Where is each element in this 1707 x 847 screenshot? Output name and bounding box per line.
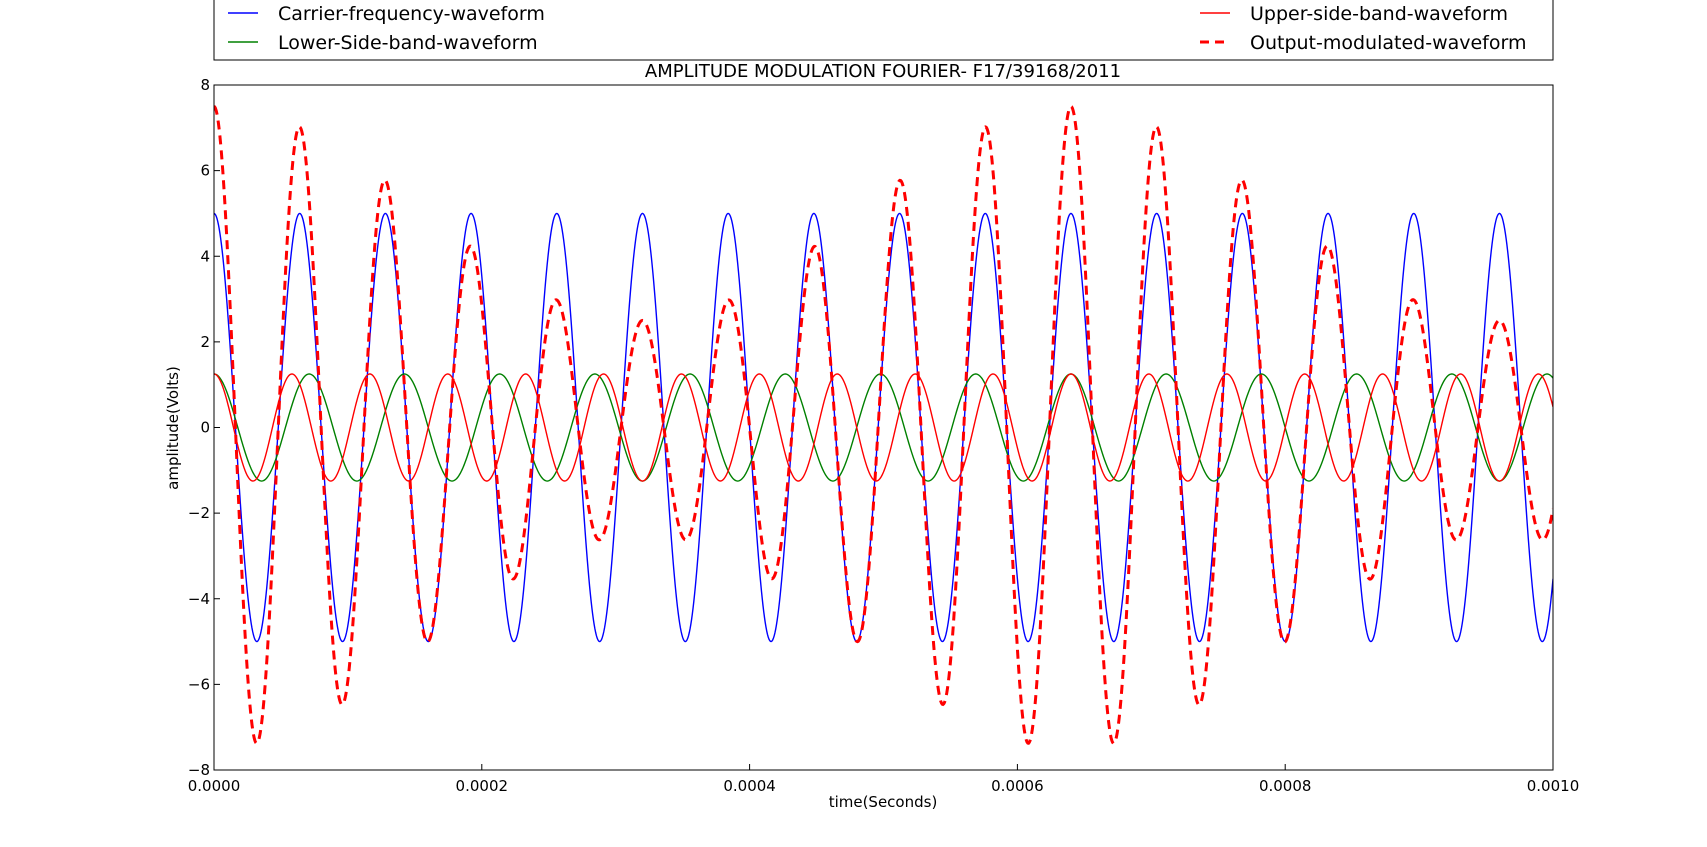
x-tick-label: 0.0010 — [1527, 777, 1580, 795]
x-tick-label: 0.0002 — [456, 777, 509, 795]
y-tick-label: 4 — [200, 247, 210, 265]
y-tick-label: 0 — [200, 419, 210, 437]
legend-frame — [213, 0, 1554, 61]
legend: Carrier-frequency-waveform Lower-Side-ba… — [213, 0, 1554, 61]
plot-frame — [213, 84, 1554, 771]
legend-label-usb: Upper-side-band-waveform — [1250, 3, 1508, 25]
legend-label-output: Output-modulated-waveform — [1250, 32, 1526, 54]
y-tick-label: −4 — [188, 590, 210, 608]
x-tick-label: 0.0004 — [723, 777, 776, 795]
series-layer — [214, 104, 1553, 745]
x-tick-label: 0.0006 — [991, 777, 1044, 795]
series-line-lsb — [214, 373, 1553, 482]
legend-label-lsb: Lower-Side-band-waveform — [278, 32, 538, 54]
x-axis-ticks: 0.0000 0.0002 0.0004 0.0006 0.0008 0.001… — [188, 764, 1580, 795]
y-tick-label: 2 — [200, 333, 210, 351]
chart-title: AMPLITUDE MODULATION FOURIER- F17/39168/… — [645, 61, 1121, 82]
x-axis-label: time(Seconds) — [829, 793, 938, 811]
y-axis-label: amplitude(Volts) — [164, 366, 182, 490]
y-tick-label: −2 — [188, 504, 210, 522]
x-tick-label: 0.0008 — [1259, 777, 1312, 795]
legend-label-carrier: Carrier-frequency-waveform — [278, 3, 545, 25]
x-tick-label: 0.0000 — [188, 777, 241, 795]
y-tick-label: 6 — [200, 162, 210, 180]
series-line-usb — [214, 373, 1553, 482]
y-tick-label: −6 — [188, 675, 210, 693]
y-tick-label: 8 — [200, 76, 210, 94]
series-line-carrier — [214, 212, 1553, 643]
series-line-output — [214, 104, 1553, 745]
y-tick-label: −8 — [188, 761, 210, 779]
y-axis-ticks: −8 −6 −4 −2 0 2 4 6 8 — [188, 76, 220, 779]
